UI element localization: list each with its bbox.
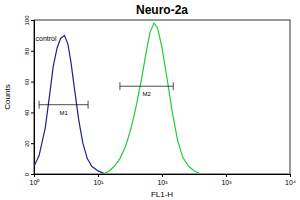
y-tick-mark — [31, 143, 34, 144]
y-tick-mark — [31, 112, 34, 113]
y-axis-line — [31, 21, 35, 175]
plot-frame — [34, 20, 290, 174]
y-tick-label: 60 — [24, 78, 30, 85]
chart: Neuro-2a 10⁰ 10¹ 10² 10³ 10⁴ 0 20 40 60 80 100 FL1-H… — [0, 0, 300, 200]
y-tick: 40 — [24, 109, 34, 116]
gate-end — [39, 101, 40, 109]
x-tick-label: 10² — [157, 179, 168, 186]
gates: M1 M2 — [39, 82, 173, 115]
plot-area — [34, 23, 201, 174]
x-tick: 10⁰ — [30, 174, 41, 186]
title: Neuro-2a — [136, 3, 188, 17]
x-tick-label: 10⁴ — [285, 179, 296, 186]
x-tick: 10³ — [221, 174, 232, 186]
y-tick: 80 — [24, 47, 34, 54]
x-tick-mark — [226, 174, 227, 177]
x-tick-label: 10³ — [221, 179, 232, 186]
y-tick-mark — [31, 51, 34, 52]
y-tick-label: 40 — [24, 109, 30, 116]
x-tick: 10² — [157, 174, 168, 186]
y-tick: 0 — [24, 172, 34, 176]
x-tick-mark — [290, 174, 291, 177]
x-tick-label: 10¹ — [93, 179, 104, 186]
y-axis-title: Counts — [3, 84, 12, 109]
x-tick: 10¹ — [93, 174, 104, 186]
histogram-line — [103, 23, 200, 174]
x-tick-mark — [162, 174, 163, 177]
y-tick-mark — [31, 82, 34, 83]
y-tick-label: 0 — [24, 172, 30, 176]
y-tick-mark — [31, 174, 34, 175]
gate-label: M1 — [59, 110, 68, 116]
y-tick: 60 — [24, 78, 34, 85]
gate-end — [173, 82, 174, 90]
y-axis: 0 20 40 60 80 100 — [24, 15, 35, 176]
x-tick: 10⁴ — [285, 174, 296, 186]
x-axis-title: FL1-H — [151, 190, 173, 199]
histogram-line — [34, 35, 105, 174]
gate-bar — [120, 86, 173, 87]
x-axis: 10⁰ 10¹ 10² 10³ 10⁴ — [30, 174, 296, 186]
gate-bar — [39, 104, 88, 105]
gate-end — [119, 82, 120, 90]
gate-end — [88, 101, 89, 109]
y-tick: 100 — [24, 15, 34, 26]
x-tick-mark — [98, 174, 99, 177]
x-tick-label: 10⁰ — [30, 179, 41, 186]
x-axis-line — [35, 175, 291, 178]
gate-label: M2 — [142, 91, 151, 97]
y-tick-label: 100 — [24, 15, 30, 26]
y-tick: 20 — [24, 140, 34, 147]
y-tick-label: 20 — [24, 140, 30, 147]
y-tick-label: 80 — [24, 47, 30, 54]
series-label: control — [36, 35, 57, 42]
y-tick-mark — [31, 20, 34, 21]
